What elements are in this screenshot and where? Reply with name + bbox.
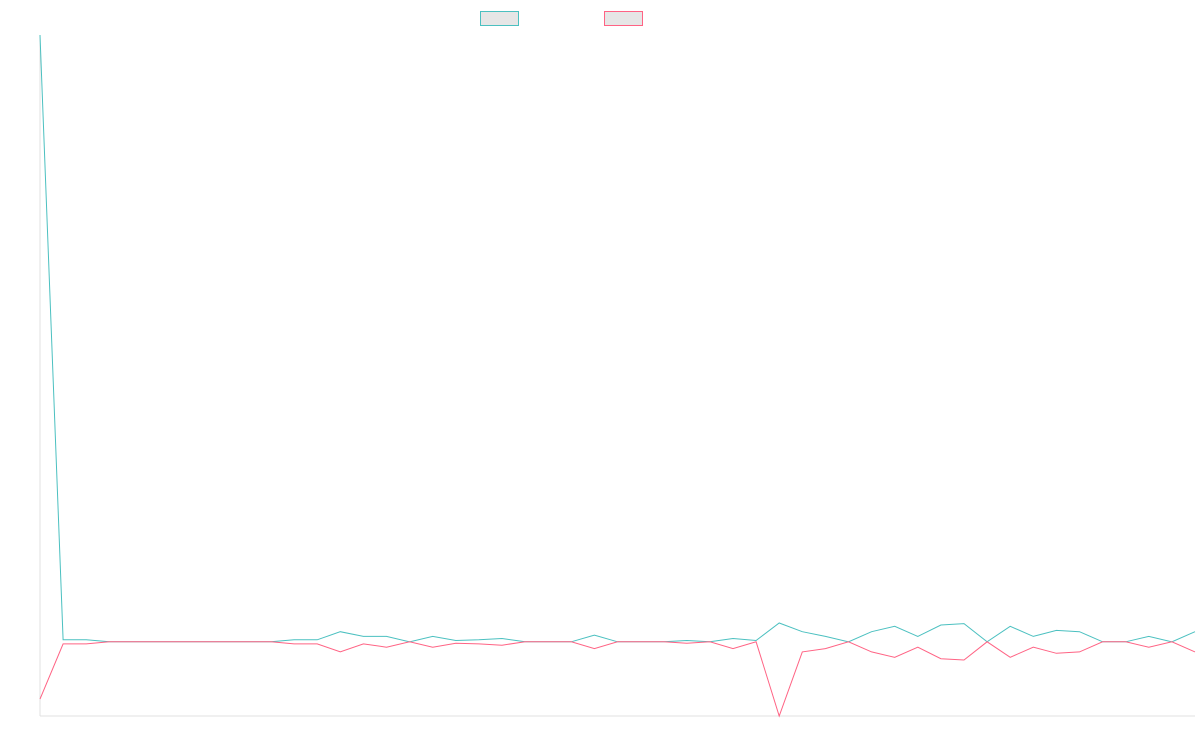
axes [39, 35, 1195, 717]
legend-swatch-series-2 [604, 10, 643, 26]
series-line-2 [39, 641, 1196, 718]
legend-swatch-series-1 [480, 10, 519, 26]
series-layer [39, 34, 1196, 718]
legend [0, 9, 1200, 27]
legend-item-series-1[interactable] [480, 9, 527, 27]
series-line-1 [39, 34, 1196, 643]
legend-item-series-2[interactable] [604, 9, 651, 27]
